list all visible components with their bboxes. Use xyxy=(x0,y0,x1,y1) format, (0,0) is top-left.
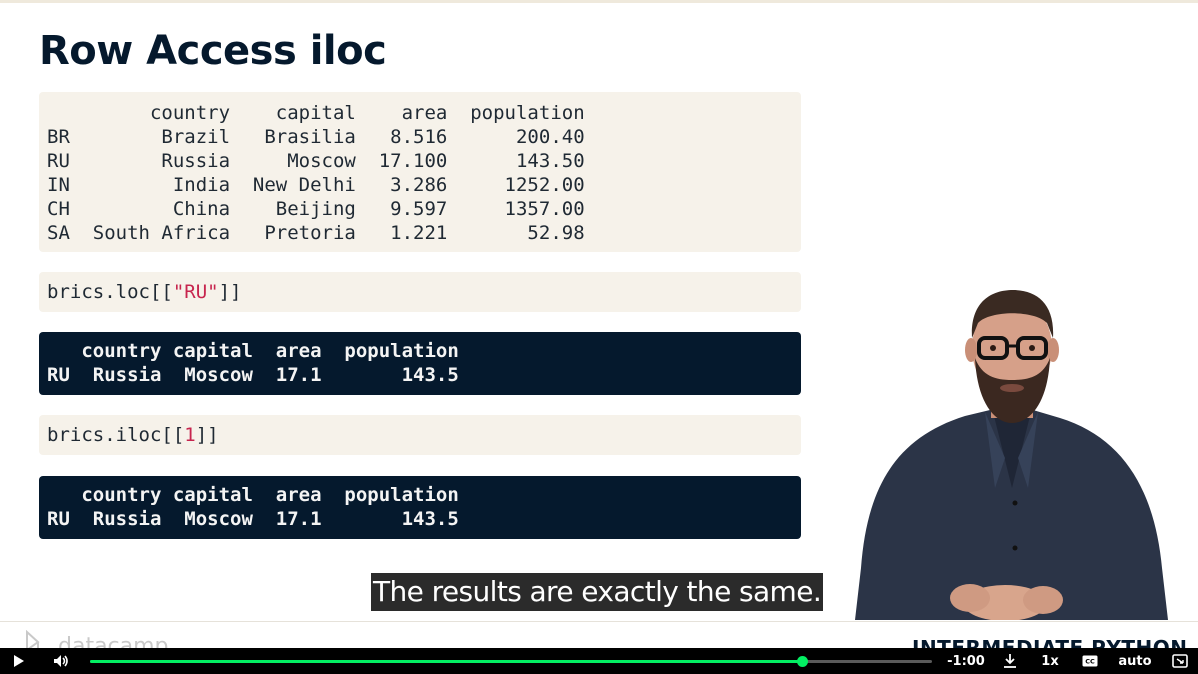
code-number-arg: 1 xyxy=(184,424,196,446)
presenter-video xyxy=(855,288,1168,620)
download-button[interactable] xyxy=(999,648,1021,674)
progress-bar[interactable] xyxy=(90,656,932,667)
code-string-arg: "RU" xyxy=(172,281,219,303)
presenter-figure xyxy=(855,290,1168,620)
top-strip xyxy=(0,0,1198,3)
video-player-controls: -1:00 1x CC auto xyxy=(0,648,1198,674)
play-icon xyxy=(14,655,24,667)
loc-output-block: country capital area population RU Russi… xyxy=(39,332,801,395)
fullscreen-button[interactable] xyxy=(1169,648,1191,674)
captions-icon: CC xyxy=(1082,655,1098,667)
download-icon xyxy=(1004,654,1016,668)
code-text: brics.loc[[ xyxy=(47,281,173,303)
svg-text:CC: CC xyxy=(1085,658,1095,666)
quality-button[interactable]: auto xyxy=(1118,653,1152,669)
volume-button[interactable] xyxy=(50,648,72,674)
iloc-output-block: country capital area population RU Russi… xyxy=(39,476,801,539)
footer-divider xyxy=(0,621,1198,622)
playback-speed-button[interactable]: 1x xyxy=(1041,653,1059,669)
datacamp-logo-icon xyxy=(26,630,40,648)
code-text: brics.iloc[[ xyxy=(47,424,185,446)
progress-fill xyxy=(90,660,803,663)
slide-title: Row Access iloc xyxy=(39,28,387,74)
datacamp-logo: datacamp xyxy=(24,630,204,648)
code-text: ]] xyxy=(218,281,242,303)
volume-icon xyxy=(54,655,68,667)
captions-button[interactable]: CC xyxy=(1079,648,1101,674)
loc-code-block: brics.loc[["RU"]] xyxy=(39,272,801,312)
subtitle-caption: The results are exactly the same. xyxy=(371,573,824,611)
iloc-code-block: brics.iloc[[1]] xyxy=(39,415,801,455)
time-remaining: -1:00 xyxy=(947,653,985,669)
logo-text: datacamp xyxy=(58,634,169,648)
code-text: ]] xyxy=(195,424,219,446)
progress-handle[interactable] xyxy=(796,656,808,667)
play-button[interactable] xyxy=(8,648,30,674)
dataframe-output: country capital area population BR Brazi… xyxy=(39,92,801,252)
fullscreen-icon xyxy=(1172,654,1188,668)
